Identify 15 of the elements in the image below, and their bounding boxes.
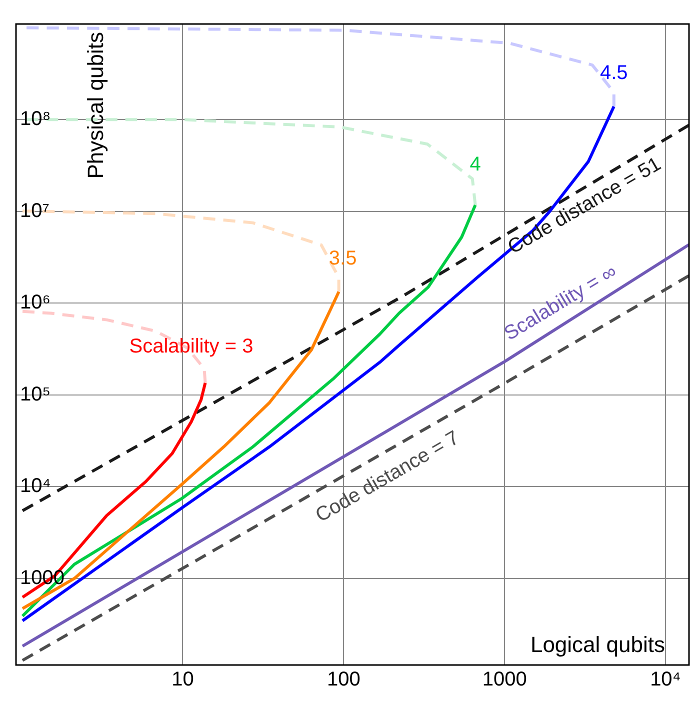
y-axis-title: Physical qubits	[83, 32, 108, 179]
series-label: 4.5	[600, 62, 628, 84]
y-tick-label: 10⁷	[20, 200, 50, 222]
x-tick-label: 10	[172, 668, 194, 691]
y-tick-label: 10⁴	[20, 475, 51, 498]
x-tick-label: 1000	[482, 668, 527, 691]
x-axis-title: Logical qubits	[530, 632, 665, 658]
y-tick-label: 10⁶	[20, 292, 50, 314]
y-tick-label: 10⁵	[20, 383, 51, 406]
series-label: Scalability = 3	[129, 335, 254, 358]
x-tick-label: 100	[326, 668, 360, 691]
x-tick-label: 10⁴	[650, 668, 681, 691]
series-label: 3.5	[328, 247, 357, 270]
series-label: 4	[470, 154, 481, 176]
y-tick-label: 10⁸	[20, 108, 51, 130]
